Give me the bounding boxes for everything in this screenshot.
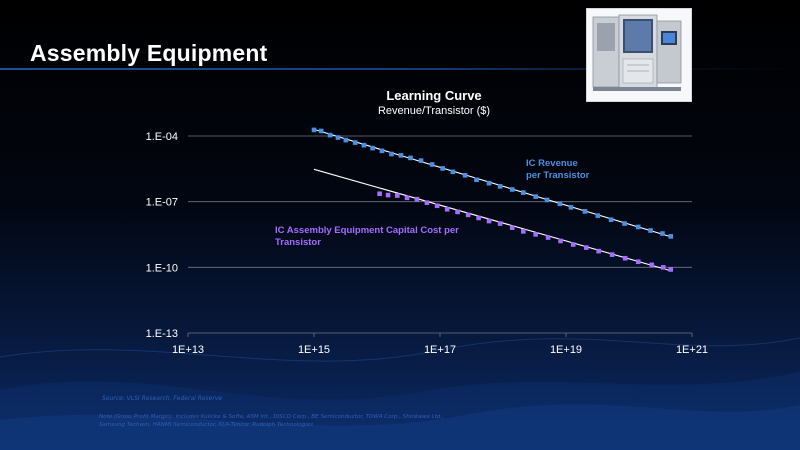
data-point-equipment <box>649 262 655 268</box>
chart-title: Learning Curve <box>386 88 481 103</box>
data-point-revenue <box>474 177 479 183</box>
data-point-revenue <box>608 217 614 223</box>
trendline-equipment <box>313 168 671 272</box>
data-point-equipment <box>609 252 615 257</box>
data-point-equipment <box>486 218 492 224</box>
data-point-revenue <box>533 194 538 199</box>
data-point-equipment <box>545 235 551 240</box>
data-point-revenue <box>429 162 435 167</box>
slide-title: Assembly Equipment <box>30 40 268 66</box>
data-point-equipment <box>385 192 391 198</box>
data-point-revenue <box>379 148 385 154</box>
data-point-revenue <box>440 166 445 171</box>
data-point-revenue <box>520 190 526 195</box>
data-point-revenue <box>462 173 468 178</box>
data-point-revenue <box>582 209 588 214</box>
data-point-equipment <box>455 209 460 215</box>
x-tick-label: 1E+19 <box>550 344 582 356</box>
data-point-revenue <box>352 140 358 145</box>
series-label-revenue: IC Revenue per Transistor <box>526 158 590 181</box>
data-point-revenue <box>497 184 503 189</box>
equipment-photo <box>586 8 692 102</box>
data-point-revenue <box>311 127 317 133</box>
data-point-revenue <box>389 151 394 157</box>
data-point-revenue <box>408 155 413 161</box>
data-point-equipment <box>622 255 628 261</box>
source-note: Source: VLSI Research, Federal Reserve <box>102 395 223 402</box>
data-point-equipment <box>596 248 601 254</box>
data-point-revenue <box>370 145 375 151</box>
y-tick-label: 1.E-10 <box>146 262 178 274</box>
data-point-revenue <box>398 153 404 158</box>
data-point-equipment <box>394 193 400 198</box>
data-point-revenue <box>361 142 367 148</box>
footnote: Note (Gross Profit Margin): Includes Kul… <box>99 414 444 428</box>
data-point-revenue <box>668 234 674 239</box>
data-point-equipment <box>668 267 674 272</box>
x-tick-label: 1E+13 <box>172 344 204 356</box>
data-point-revenue <box>648 228 653 233</box>
x-tick-label: 1E+21 <box>676 344 708 356</box>
data-point-equipment <box>635 259 641 265</box>
data-point-revenue <box>418 158 424 163</box>
data-point-revenue <box>557 201 563 207</box>
data-point-equipment <box>434 203 440 209</box>
data-point-equipment <box>583 245 589 250</box>
data-point-equipment <box>424 200 430 205</box>
y-tick-label: 1.E-04 <box>146 131 178 143</box>
data-point-equipment <box>377 191 382 197</box>
data-point-equipment <box>444 206 450 212</box>
data-point-equipment <box>533 232 538 237</box>
data-point-revenue <box>486 180 492 186</box>
data-point-equipment <box>520 229 526 234</box>
data-point-equipment <box>660 265 666 270</box>
chart-subtitle: Revenue/Transistor ($) <box>378 105 490 117</box>
title-rule <box>0 68 800 70</box>
data-point-equipment <box>465 212 471 218</box>
data-point-equipment <box>414 196 420 202</box>
data-point-revenue <box>622 221 627 226</box>
data-point-revenue <box>595 213 601 218</box>
data-point-revenue <box>660 231 665 236</box>
data-point-revenue <box>568 205 574 210</box>
data-point-revenue <box>544 197 550 203</box>
y-tick-label: 1.E-07 <box>146 197 178 209</box>
series-label-equipment: IC Assembly Equipment Capital Cost per T… <box>275 225 462 248</box>
data-point-revenue <box>635 224 641 230</box>
data-point-equipment <box>570 242 576 247</box>
data-point-revenue <box>343 137 349 143</box>
data-point-revenue <box>318 128 324 134</box>
data-point-revenue <box>335 135 341 140</box>
data-point-equipment <box>404 195 410 201</box>
y-tick-label: 1.E-13 <box>146 328 178 340</box>
trendline-revenue <box>313 128 671 238</box>
data-point-equipment <box>509 225 515 230</box>
data-point-equipment <box>497 221 503 226</box>
data-point-equipment <box>558 238 563 244</box>
data-point-revenue <box>509 187 515 192</box>
x-tick-label: 1E+15 <box>298 344 330 356</box>
data-point-revenue <box>327 132 333 138</box>
x-tick-label: 1E+17 <box>424 344 456 356</box>
data-point-equipment <box>476 215 481 221</box>
data-point-revenue <box>450 169 456 175</box>
